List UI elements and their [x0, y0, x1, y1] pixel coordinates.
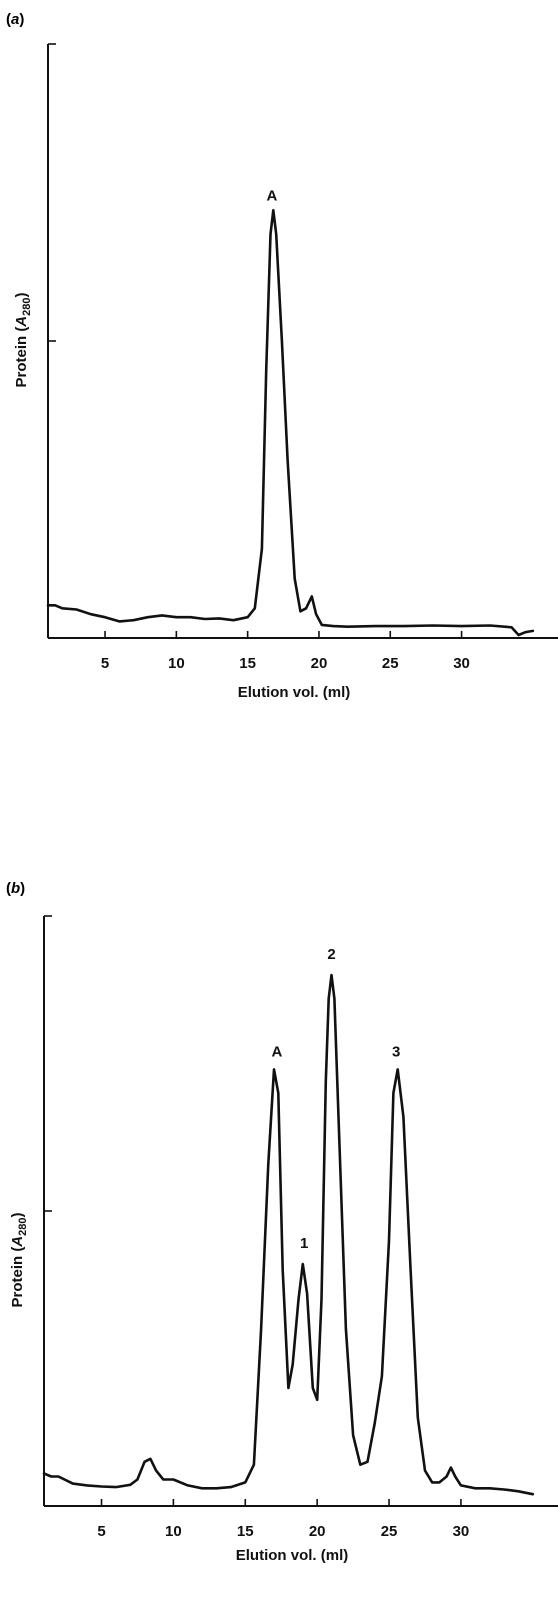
- x-tick-label: 25: [381, 1523, 398, 1540]
- x-tick-label: 25: [382, 655, 399, 672]
- y-axis-title-var: A: [9, 1236, 26, 1248]
- panel-label-open: (: [6, 11, 11, 28]
- x-tick-label: 10: [165, 1523, 182, 1540]
- panel-label-close: ): [19, 11, 24, 28]
- x-tick-label: 15: [237, 1523, 254, 1540]
- peak-label: A: [266, 187, 277, 204]
- panel-label-open: (: [6, 880, 11, 897]
- x-tick-label: 5: [101, 655, 109, 672]
- peak-label: A: [271, 1043, 282, 1060]
- x-tick-label: 20: [311, 655, 328, 672]
- y-axis-title-sub: 280: [17, 1217, 29, 1235]
- y-axis-title-var: A: [13, 316, 30, 328]
- panel-label-letter: b: [11, 880, 20, 897]
- peak-label: 2: [327, 946, 335, 963]
- x-tick-label: 20: [309, 1523, 326, 1540]
- x-tick-label: 30: [453, 1523, 470, 1540]
- x-axis-title: Elution vol. (ml): [238, 684, 351, 701]
- chart-panel-b: (b) 5 10 15 20 25 30 Elution vol. (ml) Protein (…: [0, 850, 558, 1614]
- x-tick-label: 10: [168, 655, 185, 672]
- chart-panel-a: (a) 5 10 15 20 25 30 Elution vol. (ml) Protein (…: [0, 0, 558, 720]
- panel-label-close: ): [20, 880, 25, 897]
- elution-trace: [42, 973, 535, 1496]
- panel-label: (b): [6, 880, 25, 897]
- peak-label: 1: [300, 1235, 308, 1252]
- x-tick-label: 5: [97, 1523, 105, 1540]
- y-axis-title: Protein (A280): [9, 1212, 29, 1307]
- chart-b-svg: (b) 5 10 15 20 25 30 Elution vol. (ml) Protein (…: [6, 880, 558, 1564]
- peak-label: 3: [392, 1043, 400, 1060]
- y-axis-title-sub: 280: [21, 297, 33, 315]
- y-axis-title-close: ): [13, 292, 30, 297]
- chart-a-svg: (a) 5 10 15 20 25 30 Elution vol. (ml) Protein (…: [6, 11, 558, 701]
- y-axis-title-close: ): [9, 1212, 26, 1217]
- y-axis-title-text: Protein (: [9, 1247, 26, 1308]
- panel-label: (a): [6, 11, 24, 28]
- y-axis-title-text: Protein (: [13, 327, 30, 388]
- x-tick-label: 30: [453, 655, 470, 672]
- x-axis-title: Elution vol. (ml): [236, 1547, 349, 1564]
- x-tick-label: 15: [239, 655, 256, 672]
- panel-label-letter: a: [11, 11, 19, 28]
- y-axis-title: Protein (A280): [13, 292, 33, 387]
- elution-trace: [46, 209, 535, 637]
